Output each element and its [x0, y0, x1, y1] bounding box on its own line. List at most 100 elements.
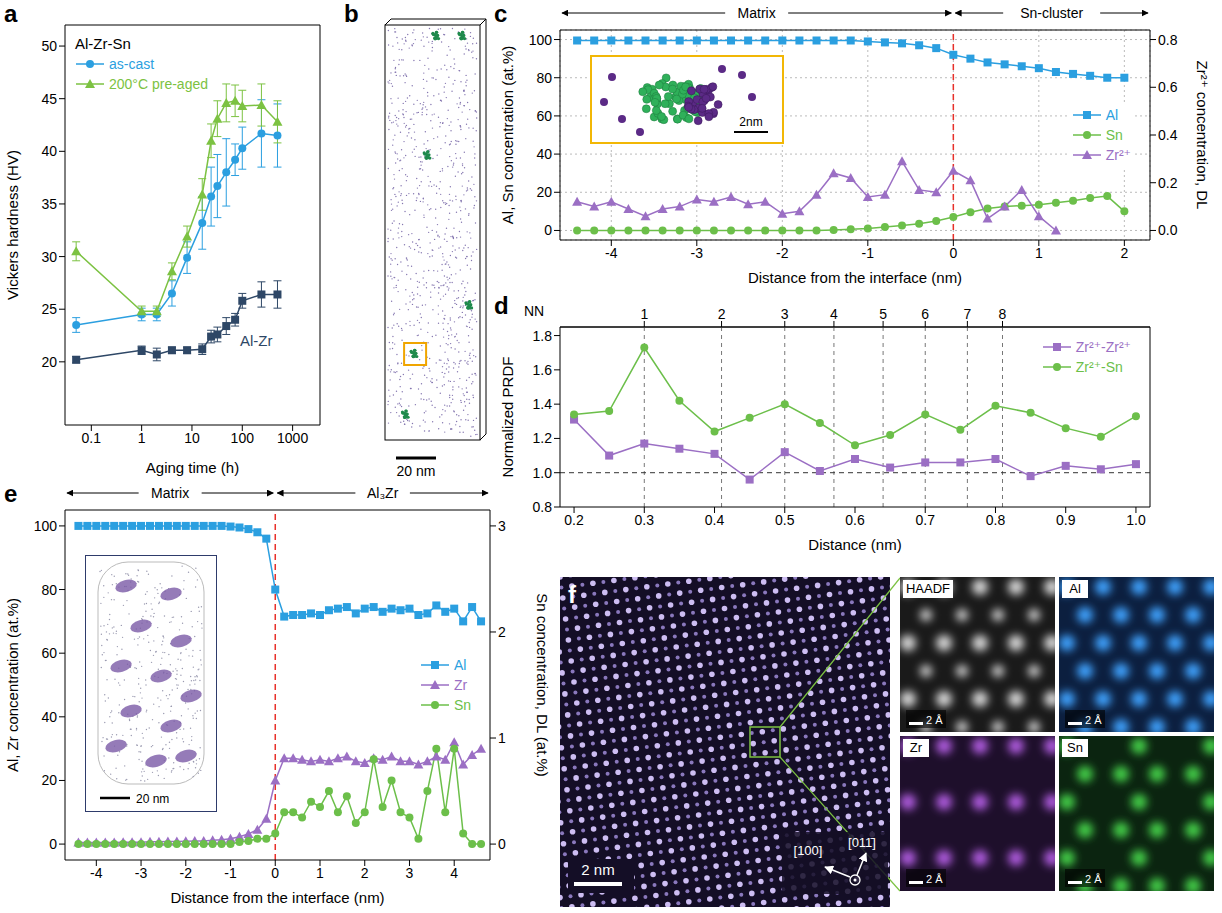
svg-text:60: 60 — [536, 108, 552, 124]
svg-text:Al, Zr concentration (at.%): Al, Zr concentration (at.%) — [4, 598, 21, 772]
svg-text:Al: Al — [1069, 581, 1081, 596]
svg-text:Sn: Sn — [1067, 740, 1083, 755]
svg-text:2 Å: 2 Å — [1085, 873, 1102, 885]
svg-text:0: 0 — [498, 836, 506, 852]
svg-text:0.4: 0.4 — [705, 512, 725, 528]
svg-text:1: 1 — [316, 865, 324, 881]
svg-text:1: 1 — [640, 306, 648, 322]
svg-text:40: 40 — [536, 146, 552, 162]
svg-text:1: 1 — [498, 730, 506, 746]
svg-text:0.1: 0.1 — [82, 430, 102, 446]
svg-text:3: 3 — [781, 306, 789, 322]
svg-text:20: 20 — [41, 772, 57, 788]
svg-text:1000: 1000 — [277, 430, 308, 446]
svg-text:20: 20 — [41, 354, 57, 370]
svg-text:0.8: 0.8 — [1158, 32, 1178, 48]
svg-text:0.4: 0.4 — [1158, 127, 1178, 143]
svg-text:100: 100 — [231, 430, 255, 446]
svg-text:Al₃Zr: Al₃Zr — [367, 485, 399, 501]
svg-text:Matrix: Matrix — [151, 485, 189, 501]
svg-text:2 Å: 2 Å — [1085, 714, 1102, 726]
svg-text:[100]: [100] — [794, 843, 823, 858]
svg-text:40: 40 — [41, 709, 57, 725]
svg-text:4: 4 — [450, 865, 458, 881]
svg-text:-1: -1 — [862, 245, 875, 261]
svg-text:Aging time (h): Aging time (h) — [146, 459, 239, 476]
svg-text:0.9: 0.9 — [1056, 512, 1076, 528]
svg-text:0.7: 0.7 — [916, 512, 936, 528]
svg-text:0.3: 0.3 — [635, 512, 655, 528]
svg-text:0.8: 0.8 — [986, 512, 1006, 528]
svg-text:5: 5 — [879, 306, 887, 322]
svg-text:1.0: 1.0 — [1126, 512, 1146, 528]
svg-text:20: 20 — [536, 184, 552, 200]
svg-text:-2: -2 — [776, 245, 789, 261]
svg-text:3: 3 — [498, 518, 506, 534]
svg-text:0.2: 0.2 — [1158, 175, 1178, 191]
svg-text:Distance from the interface (n: Distance from the interface (nm) — [748, 269, 962, 286]
svg-text:-3: -3 — [135, 865, 148, 881]
svg-text:0.0: 0.0 — [1158, 222, 1178, 238]
svg-text:Sn-cluster: Sn-cluster — [1020, 5, 1083, 21]
svg-text:Zr²⁺ concentration, DL: Zr²⁺ concentration, DL — [1194, 61, 1211, 210]
svg-text:2: 2 — [718, 306, 726, 322]
svg-text:Distance (nm): Distance (nm) — [808, 536, 901, 553]
svg-text:25: 25 — [41, 301, 57, 317]
svg-text:30: 30 — [41, 249, 57, 265]
svg-text:45: 45 — [41, 91, 57, 107]
svg-text:Zr: Zr — [910, 740, 923, 755]
svg-text:0: 0 — [544, 222, 552, 238]
svg-text:2 nm: 2 nm — [581, 861, 614, 878]
svg-text:100: 100 — [34, 518, 58, 534]
svg-text:80: 80 — [41, 582, 57, 598]
svg-text:1.2: 1.2 — [533, 430, 553, 446]
svg-text:60: 60 — [41, 645, 57, 661]
svg-text:0: 0 — [949, 245, 957, 261]
svg-text:1: 1 — [138, 430, 146, 446]
svg-text:0.2: 0.2 — [564, 512, 584, 528]
svg-text:0.8: 0.8 — [533, 499, 553, 515]
svg-text:2 Å: 2 Å — [926, 873, 943, 885]
svg-text:35: 35 — [41, 196, 57, 212]
svg-text:1.0: 1.0 — [533, 465, 553, 481]
svg-text:0: 0 — [49, 836, 57, 852]
svg-text:10: 10 — [184, 430, 200, 446]
svg-text:100: 100 — [529, 32, 553, 48]
svg-text:1.4: 1.4 — [533, 396, 553, 412]
svg-text:3: 3 — [406, 865, 414, 881]
svg-text:8: 8 — [999, 306, 1007, 322]
svg-text:2 Å: 2 Å — [926, 714, 943, 726]
svg-text:f: f — [568, 581, 577, 608]
svg-text:0: 0 — [271, 865, 279, 881]
svg-text:1.6: 1.6 — [533, 362, 553, 378]
svg-text:[011̄]: [011̄] — [848, 835, 876, 850]
svg-text:-3: -3 — [691, 245, 704, 261]
svg-text:6: 6 — [921, 306, 929, 322]
svg-text:-4: -4 — [90, 865, 103, 881]
svg-text:40: 40 — [41, 143, 57, 159]
svg-text:Vickers hardness (HV): Vickers hardness (HV) — [4, 150, 21, 300]
svg-text:50: 50 — [41, 38, 57, 54]
svg-text:1: 1 — [1035, 245, 1043, 261]
svg-text:0.6: 0.6 — [845, 512, 865, 528]
svg-text:Sn concentration, DL (at.%): Sn concentration, DL (at.%) — [534, 593, 551, 777]
svg-text:80: 80 — [536, 70, 552, 86]
svg-text:2: 2 — [361, 865, 369, 881]
svg-text:2: 2 — [498, 624, 506, 640]
svg-text:-2: -2 — [180, 865, 193, 881]
svg-text:7: 7 — [963, 306, 971, 322]
svg-text:-1: -1 — [224, 865, 237, 881]
svg-text:HAADF: HAADF — [906, 581, 950, 596]
svg-text:-4: -4 — [605, 245, 618, 261]
svg-text:Matrix: Matrix — [738, 5, 776, 21]
svg-text:Normalized PRDF: Normalized PRDF — [499, 357, 516, 478]
svg-text:4: 4 — [830, 306, 838, 322]
svg-text:Al, Sn concentration (at.%): Al, Sn concentration (at.%) — [499, 46, 516, 224]
svg-text:2nm: 2nm — [739, 115, 762, 129]
svg-text:Distance from the interface (n: Distance from the interface (nm) — [170, 889, 384, 906]
svg-text:1.8: 1.8 — [533, 328, 553, 344]
svg-text:20 nm: 20 nm — [397, 463, 436, 479]
svg-text:20 nm: 20 nm — [136, 792, 169, 806]
svg-text:0.6: 0.6 — [1158, 79, 1178, 95]
svg-text:2: 2 — [1120, 245, 1128, 261]
